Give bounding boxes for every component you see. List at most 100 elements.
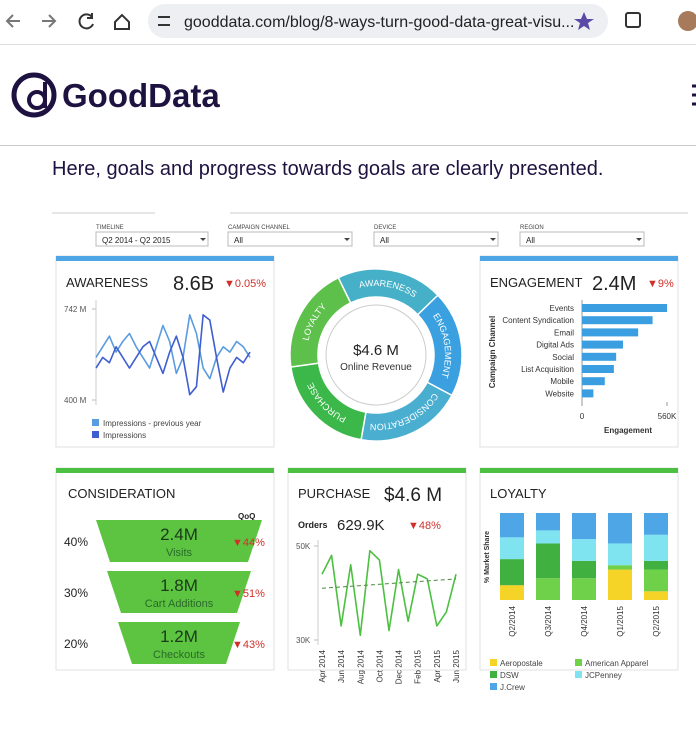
panel-title: ENGAGEMENT <box>490 275 583 290</box>
legend-label: American Apparel <box>585 659 648 668</box>
category-label: Digital Ads <box>536 341 574 350</box>
kpi-value: $4.6 M <box>384 485 442 506</box>
filter-dropdown[interactable] <box>227 231 353 247</box>
line-series <box>95 314 251 380</box>
kpi-value: 2.4M <box>592 273 636 295</box>
panel-bar <box>480 256 678 261</box>
kpi-value: 8.6B <box>173 273 214 295</box>
category-label: Content Syndication <box>502 316 574 325</box>
category-label: Website <box>545 389 574 398</box>
x-tick-label: Apr 2015 <box>433 649 442 682</box>
donut-ring <box>325 304 427 406</box>
bar <box>582 389 594 398</box>
bookmark-star[interactable] <box>574 12 594 30</box>
profile-avatar[interactable] <box>678 11 696 31</box>
step-share: 40% <box>64 535 88 549</box>
legend-label: J.Crew <box>500 683 525 692</box>
step-value: 1.8M <box>160 576 198 595</box>
step-value: 1.2M <box>160 627 198 646</box>
category-label: Social <box>552 353 574 362</box>
home-button[interactable] <box>114 13 130 30</box>
step-label: Checkouts <box>153 649 205 661</box>
kpi-change: ▼9% <box>647 278 674 290</box>
funnel-step <box>107 571 251 613</box>
reload-button[interactable] <box>78 13 94 30</box>
category-label: Events <box>550 304 574 313</box>
x-tick-label: Oct 2014 <box>375 649 384 682</box>
y-tick-label: 400 M <box>64 396 87 405</box>
y-tick-label: 742 M <box>64 305 87 314</box>
step-change: ▼43% <box>232 639 265 651</box>
panel-title: CONSIDERATION <box>68 486 175 501</box>
bar-segment <box>644 591 668 600</box>
menu-button[interactable] <box>692 84 696 106</box>
filter-dropdown[interactable] <box>519 231 645 247</box>
step-value: 2.4M <box>160 525 198 544</box>
bar-segment <box>644 560 668 570</box>
logo-text: GoodData <box>62 77 220 114</box>
line-series <box>321 549 457 637</box>
trend-line <box>321 578 457 589</box>
bar-segment <box>572 560 596 579</box>
x-tick-label: Q1/2015 <box>616 605 625 636</box>
panel <box>479 255 679 448</box>
legend-swatch <box>490 671 497 678</box>
bar-segment <box>500 585 524 600</box>
x-tick-label: 560K <box>658 412 677 421</box>
filter-dropdown[interactable] <box>95 231 209 247</box>
forward-button[interactable] <box>42 14 57 28</box>
extensions-button[interactable] <box>625 12 641 28</box>
legend-label: Impressions <box>103 431 146 440</box>
address-bar[interactable] <box>148 4 608 38</box>
y-axis-label: % Market Share <box>484 531 491 583</box>
dropdown-arrow <box>490 238 496 241</box>
step-change: ▼51% <box>232 588 265 600</box>
bar-segment <box>608 543 632 566</box>
x-tick-label: Q4/2014 <box>580 605 589 636</box>
bar-segment <box>500 537 524 560</box>
funnel-step <box>96 520 262 562</box>
y-tick-label: 50K <box>296 542 311 551</box>
x-tick-label: Dec 2014 <box>395 649 404 684</box>
dropdown-arrow <box>200 238 206 241</box>
y-tick-label: 30K <box>296 636 311 645</box>
funnel-step <box>118 622 240 664</box>
legend-swatch <box>490 683 497 690</box>
panel-title: AWARENESS <box>66 275 148 290</box>
metric-label: Orders <box>298 520 328 530</box>
x-tick-label: Jun 2014 <box>337 649 346 682</box>
donut-hole <box>318 297 434 413</box>
bar-segment <box>644 534 668 561</box>
x-tick-label: Q2/2014 <box>508 605 517 636</box>
legend-label: Aeropostale <box>500 659 543 668</box>
bar-segment <box>608 565 632 570</box>
legend-label: Impressions - previous year <box>103 419 202 428</box>
filter-value: All <box>234 236 243 245</box>
bar-segment <box>536 530 560 544</box>
step-change: ▼44% <box>232 537 265 549</box>
heading: Here, goals and progress towards goals a… <box>52 158 603 180</box>
filter-label: TIMELINE <box>96 225 124 231</box>
step-label: Cart Additions <box>145 598 214 610</box>
bar-segment <box>536 578 560 600</box>
panel-title: LOYALTY <box>490 486 547 501</box>
y-axis-label: Campaign Channel <box>488 316 497 388</box>
filter-dropdown[interactable] <box>373 231 499 247</box>
x-axis-label: Engagement <box>604 426 652 435</box>
qoq-label: QoQ <box>238 512 255 521</box>
bar-segment <box>644 513 668 535</box>
step-share: 30% <box>64 586 88 600</box>
x-tick-label: Q3/2014 <box>544 605 553 636</box>
site-info-icon[interactable] <box>158 16 170 26</box>
filter-value: All <box>380 236 389 245</box>
bar <box>582 340 623 349</box>
bar-segment <box>608 569 632 600</box>
url: gooddata.com/blog/8-ways-turn-good-data-… <box>184 14 574 31</box>
legend-swatch <box>92 431 99 438</box>
back-button[interactable] <box>5 14 20 28</box>
metric-value: 629.9K <box>337 517 385 534</box>
bar-segment <box>536 543 560 579</box>
legend-label: DSW <box>500 671 519 680</box>
